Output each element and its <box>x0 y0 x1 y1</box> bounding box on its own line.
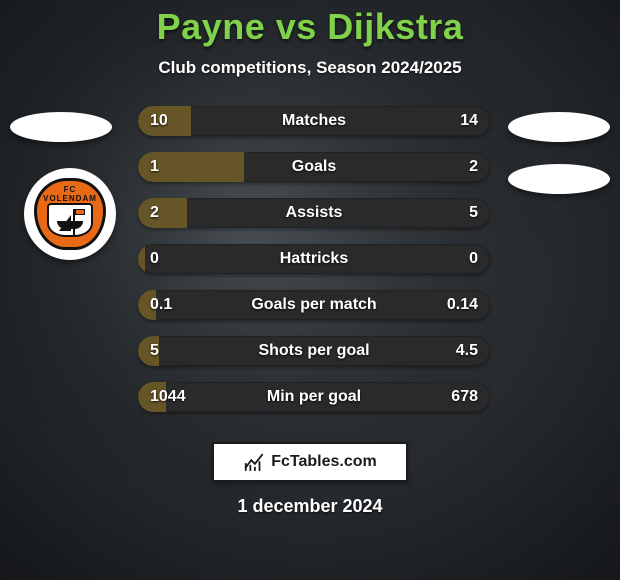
stat-value-right: 2 <box>469 152 478 182</box>
stat-bar: 0.1Goals per match0.14 <box>138 290 490 320</box>
page-title: Payne vs Dijkstra <box>157 6 464 48</box>
stat-value-right: 678 <box>451 382 478 412</box>
stat-label: Goals <box>138 152 490 182</box>
stat-bar: 0Hattricks0 <box>138 244 490 274</box>
stat-bar: 1Goals2 <box>138 152 490 182</box>
stat-value-right: 14 <box>460 106 478 136</box>
stage: FC VOLENDAM 10Matches141Goals22Assists50… <box>0 96 620 580</box>
stat-bar: 5Shots per goal4.5 <box>138 336 490 366</box>
brand-text: FcTables.com <box>271 453 377 471</box>
crest-boat <box>57 221 83 229</box>
content: Payne vs Dijkstra Club competitions, Sea… <box>0 0 620 580</box>
stat-bar: 2Assists5 <box>138 198 490 228</box>
club-crest: FC VOLENDAM <box>24 168 116 260</box>
brand-box: FcTables.com <box>212 442 408 482</box>
player-left-marker <box>10 112 112 142</box>
stat-value-right: 0 <box>469 244 478 274</box>
stat-value-right: 0.14 <box>447 290 478 320</box>
crest-shield: FC VOLENDAM <box>34 178 106 250</box>
date-text: 1 december 2024 <box>0 496 620 517</box>
stat-bars: 10Matches141Goals22Assists50Hattricks00.… <box>138 106 490 412</box>
crest-inner <box>47 203 93 237</box>
crest-text: FC VOLENDAM <box>37 185 103 203</box>
stat-label: Min per goal <box>138 382 490 412</box>
stat-value-right: 4.5 <box>456 336 478 366</box>
player-right-marker-2 <box>508 164 610 194</box>
stat-label: Hattricks <box>138 244 490 274</box>
crest-flag <box>75 209 85 215</box>
stat-bar: 1044Min per goal678 <box>138 382 490 412</box>
stat-value-right: 5 <box>469 198 478 228</box>
brand-logo-icon <box>243 451 265 473</box>
stat-bar: 10Matches14 <box>138 106 490 136</box>
stat-label: Shots per goal <box>138 336 490 366</box>
stat-label: Assists <box>138 198 490 228</box>
stat-label: Matches <box>138 106 490 136</box>
subtitle: Club competitions, Season 2024/2025 <box>158 58 461 78</box>
player-right-marker-1 <box>508 112 610 142</box>
stat-label: Goals per match <box>138 290 490 320</box>
